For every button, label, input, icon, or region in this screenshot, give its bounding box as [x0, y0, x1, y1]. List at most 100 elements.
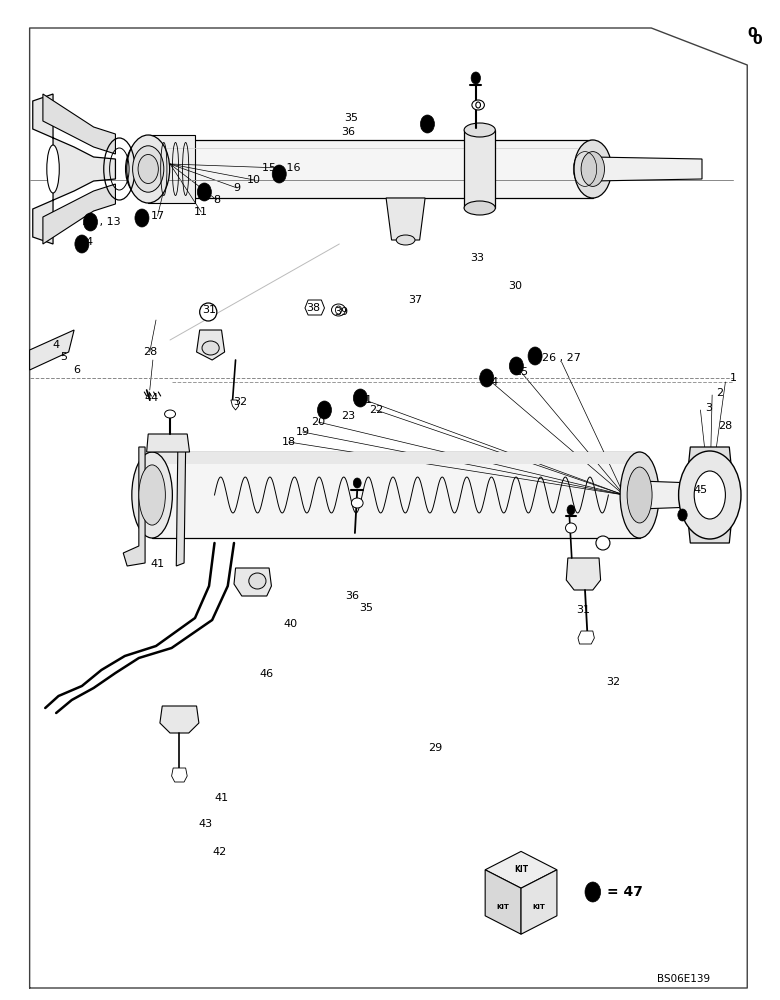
Text: 15 , 16: 15 , 16 — [261, 163, 300, 173]
Polygon shape — [386, 198, 425, 240]
Text: 39: 39 — [335, 307, 349, 317]
Text: 30: 30 — [508, 281, 522, 291]
Ellipse shape — [596, 536, 610, 550]
Text: 46: 46 — [260, 669, 274, 679]
Text: 43: 43 — [199, 819, 213, 829]
Text: 37: 37 — [408, 295, 422, 305]
Polygon shape — [305, 300, 324, 315]
Polygon shape — [566, 558, 601, 590]
Text: 28: 28 — [143, 347, 157, 357]
Polygon shape — [147, 434, 190, 452]
Polygon shape — [33, 94, 115, 244]
Circle shape — [353, 478, 361, 488]
Polygon shape — [485, 851, 557, 888]
Circle shape — [83, 213, 98, 231]
Text: 26 , 27: 26 , 27 — [542, 353, 581, 363]
Polygon shape — [43, 184, 115, 244]
Ellipse shape — [332, 304, 346, 316]
Text: 6: 6 — [73, 365, 80, 375]
Circle shape — [567, 505, 575, 515]
Text: 11: 11 — [194, 207, 208, 217]
Text: 36: 36 — [346, 591, 360, 601]
Polygon shape — [234, 568, 271, 596]
Ellipse shape — [351, 498, 363, 508]
Text: 25: 25 — [514, 367, 528, 377]
Polygon shape — [43, 94, 115, 154]
Text: 0: 0 — [752, 33, 761, 47]
Ellipse shape — [464, 201, 495, 215]
Text: 22: 22 — [369, 405, 383, 415]
Polygon shape — [688, 447, 732, 543]
Polygon shape — [152, 452, 640, 464]
Text: 29: 29 — [428, 743, 442, 753]
Ellipse shape — [679, 451, 741, 539]
Text: 36: 36 — [341, 127, 355, 137]
Polygon shape — [30, 330, 74, 370]
Text: 0: 0 — [747, 26, 757, 40]
Ellipse shape — [138, 154, 158, 184]
Circle shape — [678, 509, 687, 521]
Ellipse shape — [47, 145, 59, 193]
Text: 35: 35 — [344, 113, 358, 123]
Ellipse shape — [126, 135, 169, 203]
Ellipse shape — [472, 100, 484, 110]
Polygon shape — [578, 631, 594, 644]
Polygon shape — [148, 135, 195, 203]
Circle shape — [353, 389, 367, 407]
Text: 34: 34 — [419, 121, 433, 131]
Ellipse shape — [165, 410, 176, 418]
Polygon shape — [593, 157, 702, 181]
Text: 42: 42 — [213, 847, 227, 857]
Text: 2: 2 — [716, 388, 724, 398]
Text: 38: 38 — [307, 303, 321, 313]
Circle shape — [272, 165, 286, 183]
Text: KIT: KIT — [514, 865, 528, 874]
Text: 10: 10 — [247, 175, 261, 185]
Text: 14: 14 — [80, 237, 94, 247]
Ellipse shape — [139, 465, 165, 525]
Text: 8: 8 — [213, 195, 221, 205]
Text: 18: 18 — [282, 437, 296, 447]
Circle shape — [471, 72, 480, 84]
Text: 45: 45 — [693, 485, 707, 495]
Polygon shape — [640, 481, 694, 509]
Text: 19: 19 — [296, 427, 310, 437]
Text: 28: 28 — [718, 421, 732, 431]
Circle shape — [585, 882, 601, 902]
Text: 35: 35 — [360, 603, 374, 613]
Polygon shape — [176, 447, 186, 566]
Ellipse shape — [694, 471, 725, 519]
Text: 32: 32 — [233, 397, 247, 407]
Polygon shape — [144, 140, 593, 198]
Polygon shape — [464, 130, 495, 208]
Text: 12 , 13: 12 , 13 — [82, 217, 121, 227]
Circle shape — [480, 369, 494, 387]
Circle shape — [75, 235, 89, 253]
Polygon shape — [123, 447, 145, 566]
Ellipse shape — [249, 573, 266, 589]
Text: 17: 17 — [151, 211, 165, 221]
Circle shape — [528, 347, 542, 365]
Text: 21: 21 — [358, 395, 372, 405]
Circle shape — [135, 209, 149, 227]
Text: 40: 40 — [283, 619, 297, 629]
Ellipse shape — [574, 140, 612, 198]
Polygon shape — [172, 768, 187, 782]
Text: 32: 32 — [606, 677, 620, 687]
Text: KIT: KIT — [497, 904, 509, 910]
Ellipse shape — [133, 146, 164, 192]
Ellipse shape — [132, 452, 172, 538]
Text: 44: 44 — [144, 393, 158, 403]
Circle shape — [317, 401, 332, 419]
Polygon shape — [160, 706, 199, 733]
Circle shape — [197, 183, 211, 201]
Text: KIT: KIT — [533, 904, 545, 910]
Text: 23: 23 — [341, 411, 355, 421]
Text: 24: 24 — [484, 377, 498, 387]
Ellipse shape — [627, 467, 652, 523]
Text: 1: 1 — [730, 373, 736, 383]
Ellipse shape — [464, 123, 495, 137]
Ellipse shape — [200, 303, 217, 321]
Ellipse shape — [581, 152, 604, 186]
Text: 33: 33 — [470, 253, 484, 263]
